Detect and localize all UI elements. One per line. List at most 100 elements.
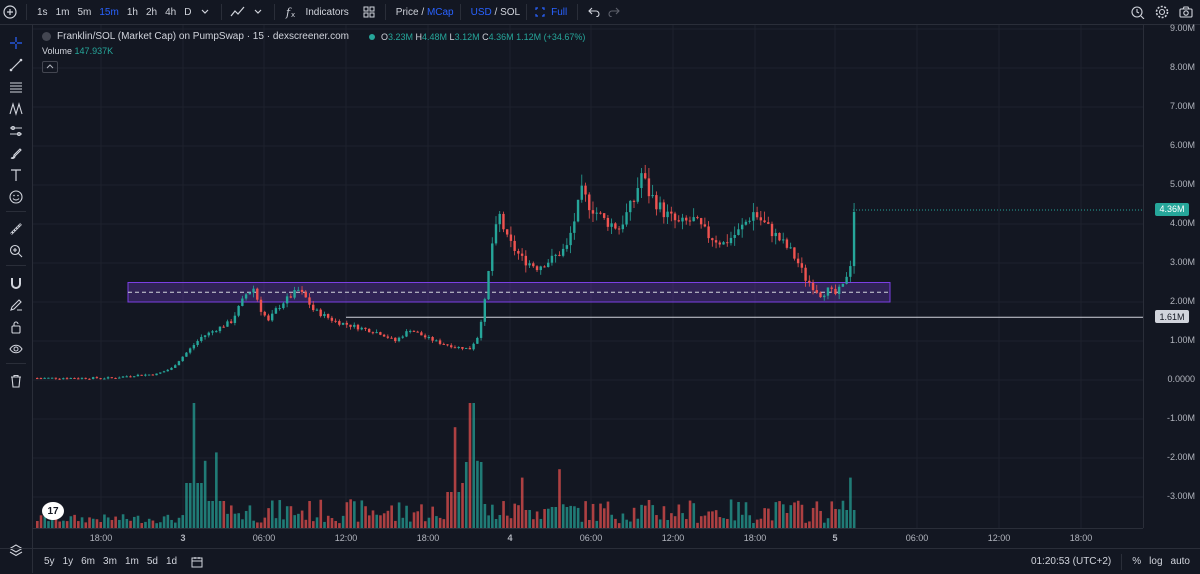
candle-body — [595, 212, 598, 214]
candle-body — [84, 377, 87, 379]
forecast-icon[interactable] — [6, 121, 26, 141]
range-6m[interactable]: 6m — [81, 556, 96, 567]
layout-grid-icon[interactable] — [359, 2, 379, 22]
candle-body — [140, 374, 143, 376]
volume-bar — [54, 514, 58, 528]
trash-icon[interactable] — [6, 371, 26, 391]
layers-icon[interactable] — [6, 541, 26, 561]
range-1m[interactable]: 1m — [124, 556, 139, 567]
candle-body — [804, 267, 807, 281]
price-tick-label: 3.00M — [1169, 257, 1195, 267]
emoji-icon[interactable] — [6, 187, 26, 207]
brush-icon[interactable] — [6, 143, 26, 163]
pattern-icon[interactable] — [6, 99, 26, 119]
volume-bar — [151, 520, 155, 528]
redo-icon[interactable] — [604, 2, 624, 22]
candle-body — [50, 377, 54, 379]
volume-bar — [427, 517, 431, 528]
horizontal-line-price-badge: 1.61M — [1155, 310, 1189, 324]
volume-bar — [129, 520, 132, 528]
volume-bar — [834, 508, 837, 528]
legend-collapse-button[interactable] — [42, 61, 58, 73]
full-button[interactable]: Full — [551, 6, 568, 18]
range-3m[interactable]: 3m — [103, 556, 117, 567]
timeframe-1s[interactable]: 1s — [37, 6, 48, 18]
volume-bar — [334, 520, 337, 528]
timeframe-15m[interactable]: 15m — [99, 6, 119, 18]
magnet-icon[interactable] — [6, 273, 26, 293]
volume-bar — [181, 515, 185, 528]
chevron-down-icon[interactable] — [195, 2, 215, 22]
symbol-title[interactable]: Franklin/SOL (Market Cap) on PumpSwap · … — [57, 31, 349, 42]
volume-bar — [733, 520, 737, 528]
price-tick-label: 1.00M — [1169, 335, 1195, 345]
candle-body — [718, 242, 721, 245]
add-symbol-icon[interactable] — [0, 2, 20, 22]
volume-bar — [121, 514, 125, 528]
crosshair-icon[interactable] — [6, 33, 26, 53]
timeframe-2h[interactable]: 2h — [145, 6, 158, 18]
auto-toggle[interactable]: auto — [1170, 556, 1190, 567]
timeframe-5m[interactable]: 5m — [77, 6, 92, 18]
volume-bar — [778, 501, 781, 528]
candle-body — [356, 324, 360, 330]
range-1y[interactable]: 1y — [62, 556, 74, 567]
chart-type-icon[interactable] — [228, 2, 248, 22]
volume-bar — [252, 520, 255, 528]
timeframe-1h[interactable]: 1h — [126, 6, 138, 18]
chart-canvas[interactable] — [33, 25, 1143, 528]
fullscreen-icon[interactable] — [533, 2, 547, 22]
ruler-icon[interactable] — [6, 219, 26, 239]
volume-bar — [233, 513, 237, 528]
clock-search-icon[interactable] — [1128, 2, 1148, 22]
chart-svg[interactable] — [33, 25, 1143, 528]
calendar-icon[interactable] — [187, 552, 207, 572]
eye-icon[interactable] — [6, 339, 26, 359]
price-axis[interactable]: 9.00M 8.00M 7.00M 6.00M 5.00M 4.00M 3.00M 2.00M… — [1143, 23, 1200, 528]
clock-readout[interactable]: 01:20:53 (UTC+2) — [1030, 556, 1112, 567]
volume-bar — [91, 518, 95, 528]
candle-body — [524, 255, 528, 266]
volume-bar — [349, 499, 352, 528]
timeframe-D[interactable]: D — [184, 6, 192, 18]
lock-icon[interactable] — [6, 317, 26, 337]
volume-bar — [636, 518, 640, 528]
candle-body — [177, 361, 181, 366]
stay-drawing-icon[interactable] — [6, 295, 26, 315]
timeframe-4h[interactable]: 4h — [165, 6, 177, 18]
camera-icon[interactable] — [1176, 2, 1196, 22]
volume-bar — [599, 503, 602, 528]
chevron-down-icon[interactable] — [248, 2, 268, 22]
text-icon[interactable] — [6, 165, 26, 185]
candle-body — [666, 211, 669, 218]
candle-body — [188, 348, 192, 353]
candle-body — [203, 335, 207, 337]
time-axis[interactable]: 18:00 3 06:00 12:00 18:00 4 06:00 12:00 18:00 5 06… — [33, 528, 1143, 549]
indicators-button[interactable]: Indicators — [305, 6, 349, 18]
fib-retracement-icon[interactable] — [6, 77, 26, 97]
volume-bar — [423, 521, 427, 528]
candle-body — [446, 344, 449, 346]
price-toggle[interactable]: Price / MCap — [392, 7, 454, 18]
range-5d[interactable]: 5d — [146, 556, 158, 567]
range-5y[interactable]: 5y — [44, 556, 55, 567]
candle-body — [647, 178, 651, 197]
timeframe-1m[interactable]: 1m — [55, 6, 70, 18]
log-toggle[interactable]: log — [1149, 556, 1163, 567]
range-1d[interactable]: 1d — [165, 556, 178, 567]
usd-label: USD — [470, 6, 492, 18]
candle-body — [602, 213, 606, 218]
percent-toggle[interactable]: % — [1132, 556, 1142, 567]
undo-icon[interactable] — [584, 2, 604, 22]
zoom-in-icon[interactable] — [6, 241, 26, 261]
trend-line-icon[interactable] — [6, 55, 26, 75]
candle-body — [319, 309, 322, 317]
candle-body — [412, 330, 416, 332]
gear-icon[interactable] — [1152, 2, 1172, 22]
candle-body — [416, 331, 419, 333]
currency-toggle[interactable]: USD / SOL — [467, 7, 520, 18]
candle-body — [670, 211, 673, 214]
tradingview-logo[interactable]: 17 — [42, 502, 64, 520]
volume-bar — [47, 521, 50, 528]
